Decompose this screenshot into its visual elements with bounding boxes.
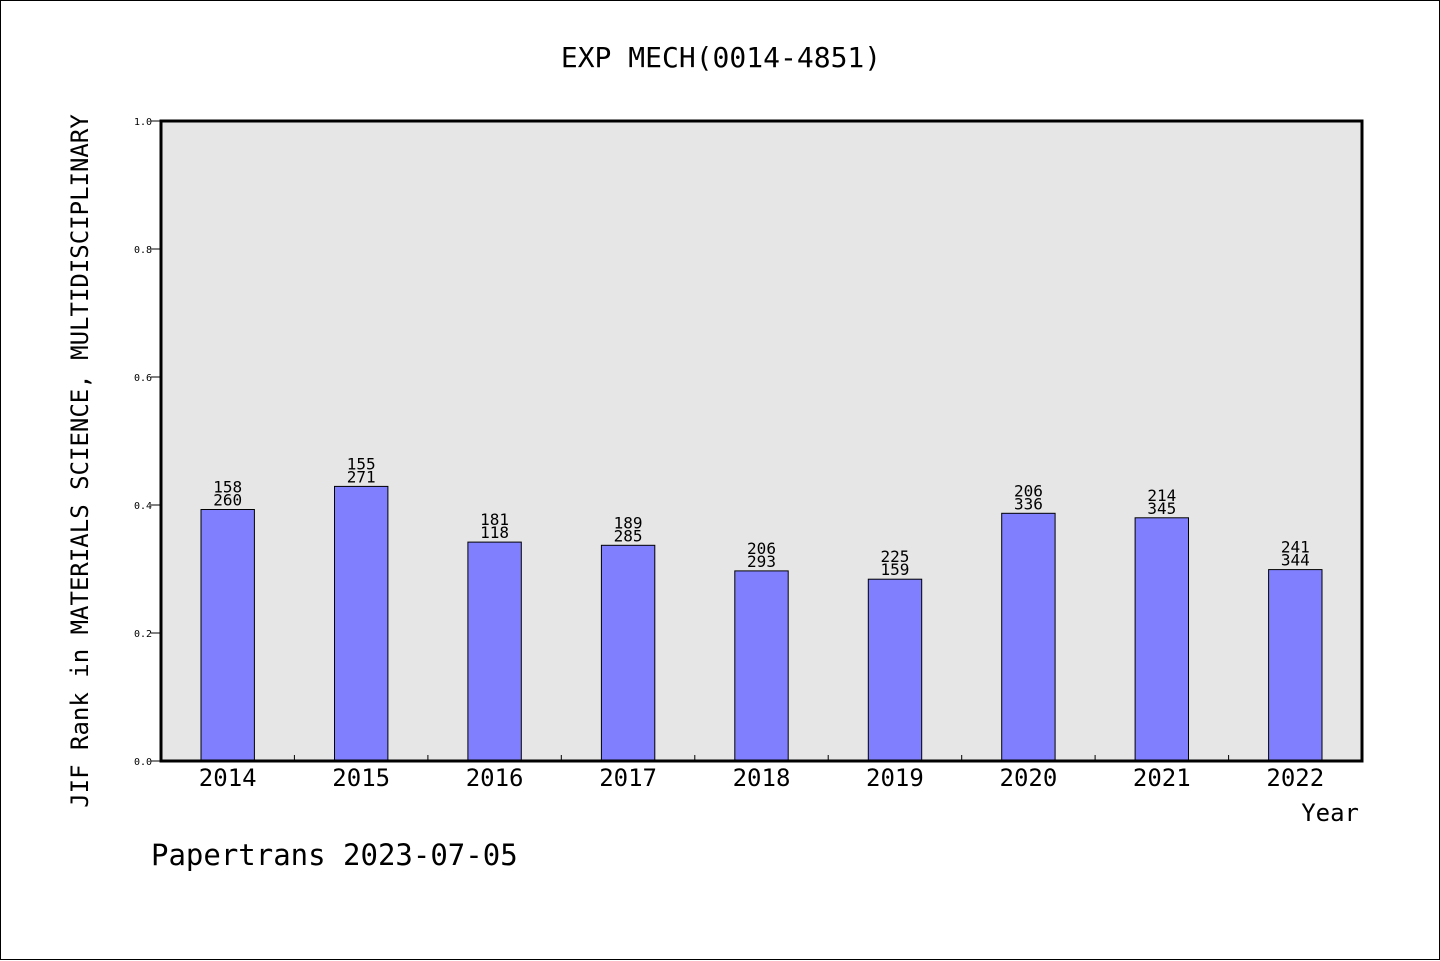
- bar-label-2021-rank: 214: [1147, 486, 1176, 505]
- x-tick-label-2015: 2015: [332, 764, 390, 792]
- bar-label-2022-rank: 241: [1281, 538, 1310, 557]
- y-tick-label-0.2: 0.2: [134, 629, 152, 640]
- y-tick-label-0.8: 0.8: [134, 245, 152, 256]
- x-tick-label-2019: 2019: [866, 764, 924, 792]
- bar-2018: [734, 570, 789, 762]
- bar-label-2016-rank: 181: [480, 510, 509, 529]
- bar-label-2020-rank: 206: [1014, 481, 1043, 500]
- y-tick-label-0.4: 0.4: [134, 501, 152, 512]
- x-tick-label-2017: 2017: [599, 764, 657, 792]
- chart-title: EXP MECH(0014-4851): [561, 41, 881, 74]
- bar-label-2021-total: 345: [1147, 499, 1176, 518]
- bar-label-2022-total: 344: [1281, 551, 1310, 570]
- bar-label-2017-rank: 189: [614, 513, 643, 532]
- bar-label-2018-total: 293: [747, 552, 776, 571]
- bar-2019: [867, 578, 923, 762]
- x-ticks-group: 2014 2015 2016 2017 2018 2019 2020 2021 2022: [199, 755, 1324, 792]
- bar-label-2017-total: 285: [614, 526, 643, 545]
- y-tick-label-0.0: 0.0: [134, 757, 152, 768]
- bar-2021: [1134, 517, 1189, 762]
- x-tick-label-2018: 2018: [733, 764, 791, 792]
- y-ticks-group: 0.0 0.2 0.4 0.6 0.8 1.0: [134, 117, 161, 768]
- bar-label-2020-total: 336: [1014, 494, 1043, 513]
- credit-text: Papertrans 2023-07-05: [151, 838, 518, 872]
- bar-2016: [467, 541, 522, 762]
- bar-2020: [1001, 512, 1056, 762]
- bar-2015: [334, 485, 389, 762]
- y-tick-label-1.0: 1.0: [134, 117, 152, 128]
- bar-2014: [200, 509, 255, 762]
- bar-label-2015-rank: 155: [347, 454, 376, 473]
- x-tick-label-2022: 2022: [1266, 764, 1324, 792]
- bars-group: [200, 485, 1323, 762]
- x-axis-label: Year: [1301, 799, 1359, 827]
- bar-label-2016-total: 118: [480, 523, 509, 542]
- bar-2022: [1268, 569, 1323, 762]
- bar-label-2014-rank: 158: [213, 478, 242, 497]
- bar-label-2019-rank: 225: [880, 547, 909, 566]
- bar-label-2018-rank: 206: [747, 539, 776, 558]
- x-tick-label-2020: 2020: [1000, 764, 1058, 792]
- x-tick-label-2021: 2021: [1133, 764, 1191, 792]
- y-axis-label: JIF Rank in MATERIALS SCIENCE, MULTIDISC…: [66, 114, 94, 808]
- bar-label-2015-total: 271: [347, 467, 376, 486]
- plot-border: [159, 119, 1364, 763]
- bar-label-2014-total: 260: [213, 491, 242, 510]
- bar-label-2019-total: 159: [880, 560, 909, 579]
- x-tick-label-2016: 2016: [466, 764, 524, 792]
- y-tick-label-0.6: 0.6: [134, 373, 152, 384]
- x-tick-label-2014: 2014: [199, 764, 257, 792]
- bar-2017: [600, 544, 656, 762]
